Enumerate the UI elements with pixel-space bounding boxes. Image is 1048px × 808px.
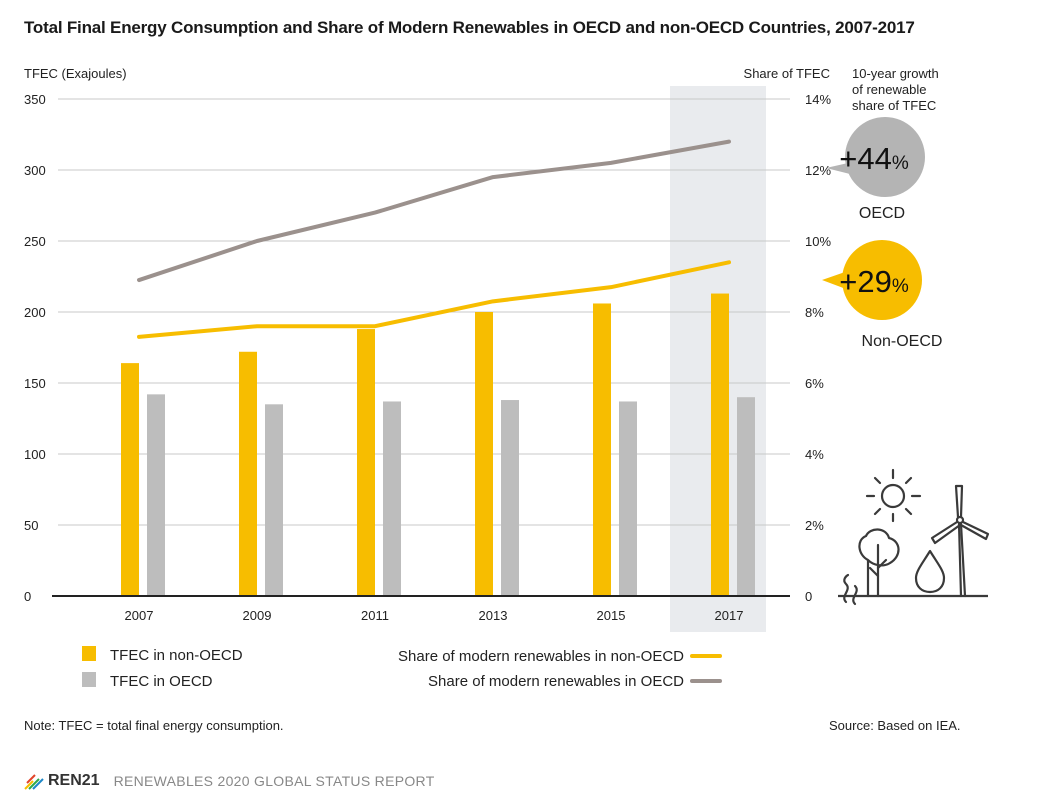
legend-label-non-oecd-bars: TFEC in non-OECD [110, 647, 243, 664]
non-oecd-growth-value: +29 [839, 264, 892, 299]
legend-swatch-non-oecd-bars [82, 646, 96, 661]
water-drop-icon [914, 549, 946, 594]
ren21-logo-icon [24, 774, 44, 790]
x-tick-label: 2007 [125, 608, 154, 623]
source-text: Source: Based on IEA. [829, 718, 961, 733]
y2-tick-label: 0 [805, 589, 812, 604]
y-tick-label: 300 [24, 163, 46, 178]
y2-tick-label: 6% [805, 376, 824, 391]
y-axis-title: TFEC (Exajoules) [24, 66, 127, 81]
non-oecd-growth-percent: % [892, 276, 909, 297]
bar-oecd [737, 397, 755, 596]
y-tick-label: 150 [24, 376, 46, 391]
x-tick-label: 2017 [715, 608, 744, 623]
growth-header-line-2: of renewable [852, 82, 926, 97]
line-non-oecd-share [137, 260, 731, 339]
oecd-growth-percent: % [892, 153, 909, 174]
svg-text:+44%: +44% [839, 141, 909, 176]
bar-non-oecd [593, 303, 611, 596]
axes: 0 0 50 2% 100 4% 150 6% 200 8% 250 10% 300 12% 350 14% 2… [24, 92, 831, 623]
grid-lines [58, 98, 790, 526]
x-tick-label: 2011 [361, 608, 389, 623]
oecd-growth-value: +44 [839, 141, 892, 176]
legend-label-oecd-line: Share of modern renewables in OECD [428, 673, 684, 690]
sun-icon [865, 468, 922, 523]
grass-icon [843, 573, 858, 606]
bar-non-oecd [475, 312, 493, 596]
footer-report-title: RENEWABLES 2020 GLOBAL STATUS REPORT [113, 773, 435, 789]
legend-swatch-oecd-bars [82, 672, 96, 687]
y2-axis-title: Share of TFEC [744, 66, 830, 81]
note-text: Note: TFEC = total final energy consumpt… [24, 718, 284, 733]
chart-title: Total Final Energy Consumption and Share… [24, 18, 915, 37]
bar-non-oecd [357, 329, 375, 596]
y2-tick-label: 2% [805, 518, 824, 533]
y-tick-label: 200 [24, 305, 46, 320]
footer-logo-text: REN21 [48, 772, 100, 789]
non-oecd-growth-bubble: +29% [822, 240, 922, 320]
wind-turbine-icon [930, 484, 990, 598]
y-tick-label: 0 [24, 589, 31, 604]
x-tick-label: 2009 [243, 608, 272, 623]
bar-oecd [619, 401, 637, 596]
y-tick-label: 250 [24, 234, 46, 249]
x-tick-label: 2015 [597, 608, 626, 623]
oecd-growth-label: OECD [859, 205, 905, 222]
y-tick-label: 50 [24, 518, 38, 533]
svg-text:+29%: +29% [839, 264, 909, 299]
y2-tick-label: 8% [805, 305, 824, 320]
bar-oecd [383, 401, 401, 596]
growth-header-line-1: 10-year growth [852, 66, 939, 81]
non-oecd-growth-label: Non-OECD [862, 333, 943, 350]
series-lines [137, 139, 731, 339]
footer: REN21 RENEWABLES 2020 GLOBAL STATUS REPO… [24, 770, 435, 792]
legend-label-oecd-bars: TFEC in OECD [110, 673, 213, 690]
y2-tick-label: 10% [805, 234, 831, 249]
bar-oecd [265, 404, 283, 596]
bar-non-oecd [121, 363, 139, 596]
bar-oecd [147, 394, 165, 596]
bars [121, 293, 755, 596]
y2-tick-label: 4% [805, 447, 824, 462]
legend-label-non-oecd-line: Share of modern renewables in non-OECD [398, 648, 684, 665]
y-tick-label: 350 [24, 92, 46, 107]
line-oecd-share [137, 139, 731, 283]
x-tick-label: 2013 [479, 608, 508, 623]
y2-tick-label: 12% [805, 163, 831, 178]
growth-header-line-3: share of TFEC [852, 98, 936, 113]
oecd-growth-bubble: +44% [826, 117, 925, 197]
y-tick-label: 100 [24, 447, 46, 462]
bar-non-oecd [239, 351, 257, 596]
y2-tick-label: 14% [805, 92, 831, 107]
tree-icon [858, 528, 900, 598]
bar-oecd [501, 400, 519, 596]
bar-non-oecd [711, 293, 729, 596]
